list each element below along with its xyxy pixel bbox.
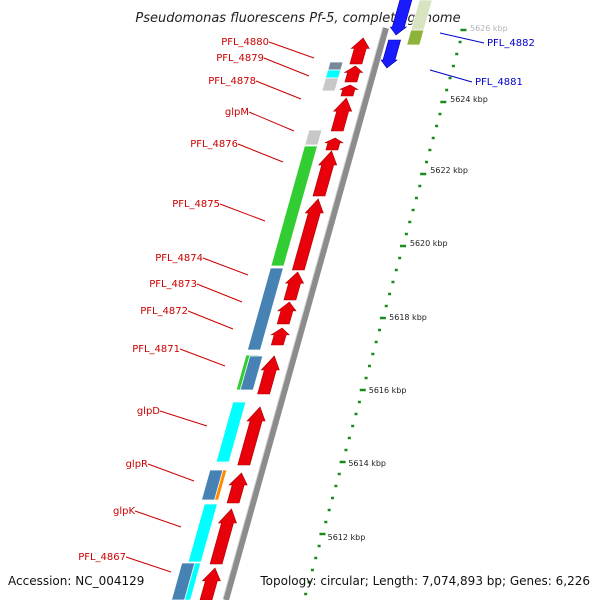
label-leader-line xyxy=(439,32,485,44)
genome-summary-text: Topology: circular; Length: 7,074,893 bp… xyxy=(259,574,590,588)
label-leader-line xyxy=(237,143,284,163)
cog-block xyxy=(215,401,247,463)
cog-block xyxy=(406,29,425,46)
gene-label: PFL_4881 xyxy=(475,77,523,88)
map-title: Pseudomonas fluorescens Pf-5, complete g… xyxy=(135,11,460,26)
reverse-gene-arrow xyxy=(283,271,305,301)
label-leader-line xyxy=(187,310,234,330)
label-leader-line xyxy=(268,41,315,59)
label-leader-line xyxy=(147,463,195,482)
cog-block xyxy=(270,145,319,267)
gene-arrows xyxy=(199,0,413,600)
gene-label: glpK xyxy=(113,506,135,517)
label-leader-line xyxy=(263,57,310,77)
reverse-gene-arrow xyxy=(209,508,237,565)
cog-block xyxy=(327,61,344,71)
backbone xyxy=(222,26,389,600)
reverse-gene-arrow xyxy=(312,150,338,197)
label-leader-line xyxy=(202,257,249,276)
label-leader-line xyxy=(159,410,208,427)
forward-gene-arrow xyxy=(380,39,401,69)
gene-label: PFL_4874 xyxy=(155,253,203,264)
gene-label: PFL_4879 xyxy=(216,53,264,64)
scale-label: 5618 kbp xyxy=(389,313,427,322)
scale-ticks xyxy=(304,28,467,596)
gene-label: PFL_4876 xyxy=(190,139,238,150)
cog-block xyxy=(246,267,284,351)
scale-label: 5622 kbp xyxy=(430,166,468,175)
scale-label: 5626 kbp xyxy=(470,24,508,33)
scale-label: 5616 kbp xyxy=(369,386,407,395)
reverse-gene-arrow xyxy=(339,84,359,97)
gene-label: glpD xyxy=(137,406,160,417)
gene-label: PFL_4875 xyxy=(172,199,220,210)
reverse-gene-arrow xyxy=(237,406,266,466)
reverse-gene-arrow xyxy=(276,301,297,325)
cog-block xyxy=(187,503,218,563)
reverse-gene-arrow xyxy=(199,567,221,600)
label-leader-line xyxy=(179,348,226,367)
cog-block xyxy=(304,129,323,146)
label-leader-line xyxy=(134,510,182,528)
reverse-gene-arrow xyxy=(330,97,353,132)
label-leader-line xyxy=(255,80,302,100)
gene-label: PFL_4878 xyxy=(208,76,256,87)
reverse-gene-arrow xyxy=(270,327,290,346)
gene-label: PFL_4873 xyxy=(149,279,197,290)
label-leader-line xyxy=(219,203,266,222)
gene-label: PFL_4872 xyxy=(140,306,188,317)
scale-labels: 5612 kbp 5614 kbp 5616 kbp 5618 kbp 5620 kbp… xyxy=(328,24,508,542)
forward-gene-arrow xyxy=(389,0,413,36)
scale-label: 5612 kbp xyxy=(328,533,366,542)
label-leader-line xyxy=(248,111,295,132)
cog-column xyxy=(171,0,433,600)
cog-block xyxy=(200,469,224,501)
reverse-gene-arrow xyxy=(343,65,364,83)
reverse-gene-arrow xyxy=(291,198,324,271)
label-leader-line xyxy=(196,283,243,303)
cog-block xyxy=(321,77,340,92)
label-leader-line xyxy=(429,69,473,83)
scale-label: 5620 kbp xyxy=(410,239,448,248)
gene-label: PFL_4882 xyxy=(487,38,535,49)
cog-block xyxy=(410,0,433,31)
reverse-gene-arrow xyxy=(226,472,248,504)
gene-labels: PFL_4882 PFL_4881 PFL_4880 PFL_4879 PFL_4878… xyxy=(78,32,535,573)
gene-label: PFL_4867 xyxy=(78,552,126,563)
cog-block xyxy=(171,562,196,600)
gene-label: PFL_4871 xyxy=(132,344,180,355)
reverse-gene-arrow xyxy=(324,137,344,151)
gene-label: glpM xyxy=(225,107,249,118)
accession-text: Accession: NC_004129 xyxy=(8,574,144,588)
cog-block xyxy=(324,69,342,79)
scale-label: 5624 kbp xyxy=(450,95,488,104)
label-leader-line xyxy=(125,556,172,573)
gene-label: PFL_4880 xyxy=(221,37,269,48)
cog-block xyxy=(239,355,264,391)
scale-label: 5614 kbp xyxy=(348,459,386,468)
gene-label: glpR xyxy=(126,459,148,470)
reverse-gene-arrow xyxy=(257,355,280,395)
reverse-gene-arrow xyxy=(349,37,370,65)
